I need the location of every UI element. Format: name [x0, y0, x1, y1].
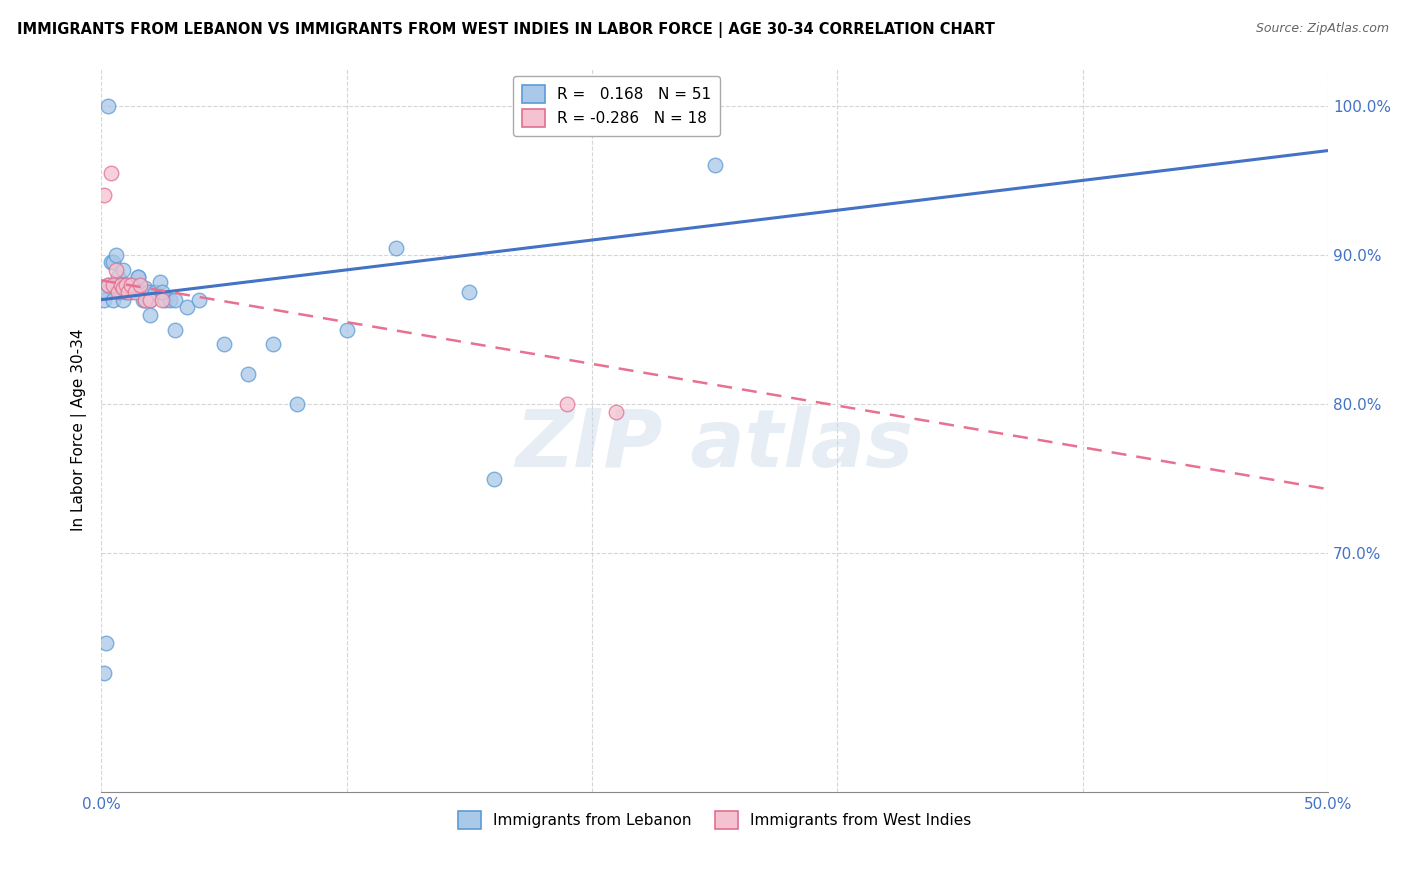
Point: [149, 275, 172, 289]
Point: [605, 404, 627, 418]
Point: [384, 240, 406, 254]
Point: [136, 285, 159, 300]
Point: [107, 277, 129, 292]
Point: [159, 293, 181, 307]
Point: [262, 337, 284, 351]
Point: [100, 255, 122, 269]
Point: [122, 277, 145, 292]
Legend: Immigrants from Lebanon, Immigrants from West Indies: Immigrants from Lebanon, Immigrants from…: [453, 805, 977, 835]
Point: [112, 263, 135, 277]
Point: [93, 188, 115, 202]
Y-axis label: In Labor Force | Age 30-34: In Labor Force | Age 30-34: [72, 329, 87, 532]
Point: [139, 308, 162, 322]
Point: [127, 270, 149, 285]
Point: [104, 248, 127, 262]
Point: [143, 285, 166, 300]
Point: [134, 293, 156, 307]
Point: [188, 293, 211, 307]
Point: [97, 277, 120, 292]
Point: [176, 300, 198, 314]
Point: [127, 270, 149, 285]
Point: [104, 277, 127, 292]
Point: [163, 293, 186, 307]
Point: [110, 285, 132, 300]
Point: [132, 293, 155, 307]
Point: [103, 277, 125, 292]
Point: [112, 281, 135, 295]
Point: [134, 281, 156, 295]
Point: [129, 277, 152, 292]
Point: [97, 277, 120, 292]
Point: [152, 285, 174, 300]
Point: [112, 293, 135, 307]
Point: [103, 255, 125, 269]
Point: [120, 277, 142, 292]
Point: [94, 285, 117, 300]
Point: [110, 277, 132, 292]
Text: ZIP atlas: ZIP atlas: [516, 406, 914, 483]
Point: [139, 293, 162, 307]
Point: [482, 472, 505, 486]
Point: [117, 277, 139, 292]
Point: [238, 368, 260, 382]
Point: [93, 665, 115, 680]
Point: [124, 277, 146, 292]
Point: [124, 285, 146, 300]
Point: [117, 285, 139, 300]
Point: [129, 285, 152, 300]
Point: [93, 293, 115, 307]
Point: [100, 166, 122, 180]
Point: [120, 285, 142, 300]
Point: [212, 337, 235, 351]
Point: [114, 277, 136, 292]
Point: [139, 293, 162, 307]
Text: Source: ZipAtlas.com: Source: ZipAtlas.com: [1256, 22, 1389, 36]
Point: [120, 277, 142, 292]
Point: [103, 293, 125, 307]
Point: [163, 322, 186, 336]
Point: [152, 293, 174, 307]
Point: [287, 397, 309, 411]
Point: [153, 293, 176, 307]
Text: IMMIGRANTS FROM LEBANON VS IMMIGRANTS FROM WEST INDIES IN LABOR FORCE | AGE 30-3: IMMIGRANTS FROM LEBANON VS IMMIGRANTS FR…: [17, 22, 995, 38]
Point: [114, 285, 136, 300]
Point: [110, 277, 132, 292]
Point: [134, 293, 156, 307]
Point: [703, 159, 725, 173]
Point: [107, 285, 129, 300]
Point: [458, 285, 481, 300]
Point: [97, 99, 120, 113]
Point: [107, 270, 129, 285]
Point: [335, 322, 357, 336]
Point: [114, 277, 136, 292]
Point: [94, 636, 117, 650]
Point: [557, 397, 579, 411]
Point: [104, 263, 127, 277]
